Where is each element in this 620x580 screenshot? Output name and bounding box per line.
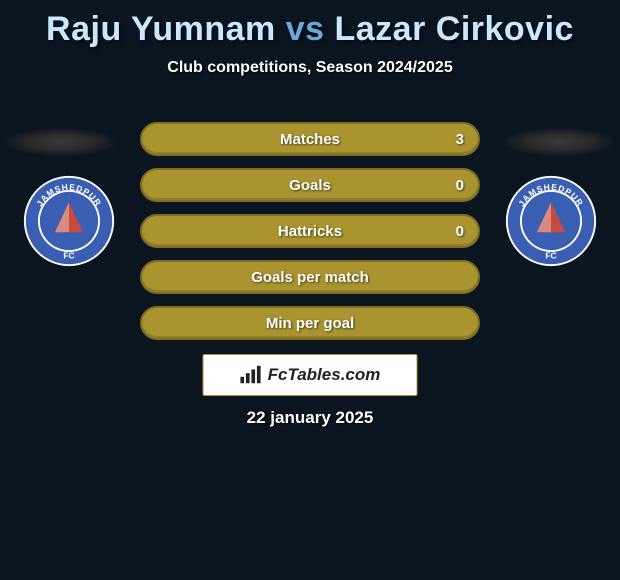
stat-right-value: 0 xyxy=(456,223,464,240)
date-line: 22 january 2025 xyxy=(0,408,620,428)
bars-icon xyxy=(240,365,262,385)
stat-label: Hattricks xyxy=(278,223,342,240)
crest-right-subtext: FC xyxy=(545,251,556,261)
brand-text: FcTables.com xyxy=(268,365,381,385)
crest-right-svg: JAMSHEDPUR FC xyxy=(504,174,598,268)
subtitle: Club competitions, Season 2024/2025 xyxy=(0,59,620,77)
stat-right-value: 3 xyxy=(456,131,464,148)
shadow-right xyxy=(504,128,614,156)
club-crest-left: JAMSHEDPUR FC xyxy=(22,174,116,268)
vs-separator: vs xyxy=(286,10,325,48)
player1-name: Raju Yumnam xyxy=(46,10,276,48)
stat-row-hattricks: Hattricks 0 xyxy=(140,214,480,248)
stat-label: Goals per match xyxy=(251,269,369,286)
stats-container: Matches 3 Goals 0 Hattricks 0 Goals per … xyxy=(140,122,480,352)
stat-label: Min per goal xyxy=(266,315,354,332)
stat-row-goals: Goals 0 xyxy=(140,168,480,202)
stat-row-min-per-goal: Min per goal xyxy=(140,306,480,340)
stat-right-value: 0 xyxy=(456,177,464,194)
crest-left-svg: JAMSHEDPUR FC xyxy=(22,174,116,268)
comparison-title: Raju Yumnam vs Lazar Cirkovic xyxy=(0,0,620,49)
shadow-left xyxy=(6,128,116,156)
crest-left-subtext: FC xyxy=(63,251,74,261)
stat-row-matches: Matches 3 xyxy=(140,122,480,156)
brand-box[interactable]: FcTables.com xyxy=(203,354,418,396)
stat-label: Matches xyxy=(280,131,340,148)
stat-row-goals-per-match: Goals per match xyxy=(140,260,480,294)
player2-name: Lazar Cirkovic xyxy=(335,10,574,48)
club-crest-right: JAMSHEDPUR FC xyxy=(504,174,598,268)
stat-label: Goals xyxy=(289,177,331,194)
